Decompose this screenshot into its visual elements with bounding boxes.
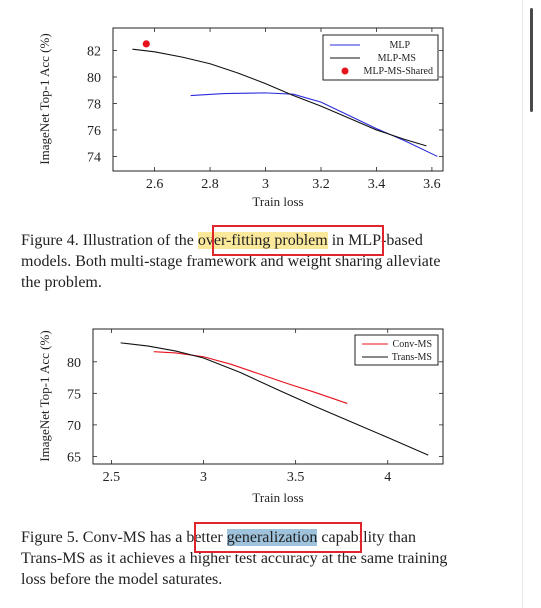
vertical-scrollbar-track[interactable] (522, 0, 541, 608)
figure4-lines (132, 40, 438, 157)
figure4-xticks: 2.6 2.8 3 3.2 3.4 3.6 (146, 28, 441, 192)
y-tick-label: 82 (87, 45, 101, 60)
caption-text: Figure 4. Illustration of the (21, 232, 198, 249)
figure4-ylabel: ImageNet Top-1 Acc (%) (37, 33, 52, 164)
x-tick-label: 3.6 (423, 177, 441, 192)
y-tick-label: 70 (67, 419, 81, 434)
y-tick-label: 80 (67, 356, 81, 371)
figure5-yticks: 65 70 75 80 (67, 356, 443, 465)
caption-text: capability than (317, 529, 417, 546)
highlight-over-fitting: over-fitting problem (197, 232, 328, 249)
x-tick-label: 2.6 (146, 177, 164, 192)
figure5-chart: 2.5 3 3.5 4 65 70 75 80 Train loss ImageNet To… (37, 328, 444, 505)
series-line-mlp (190, 92, 438, 157)
figure5-ylabel: ImageNet Top-1 Acc (%) (37, 330, 52, 461)
annotation-box-figure4 (212, 225, 384, 256)
vertical-scrollbar-thumb[interactable] (530, 8, 533, 112)
x-tick-label: 3 (262, 177, 269, 192)
x-tick-label: 3.4 (368, 177, 386, 192)
figure4-legend: MLP MLP-MS MLP-MS-Shared (322, 34, 439, 81)
y-tick-label: 65 (67, 450, 81, 465)
y-tick-label: 75 (67, 387, 81, 402)
figure5-plot-frame (92, 328, 444, 465)
caption-text: in MLP-based (327, 232, 423, 249)
x-tick-label: 3.5 (287, 470, 305, 485)
figure4-xlabel: Train loss (252, 194, 303, 209)
legend-mlp-ms-shared-label: MLP-MS-Shared (364, 66, 433, 77)
figure4-caption: Figure 4. Illustration of the over-fitti… (21, 230, 477, 293)
series-line-trans-ms (120, 342, 429, 456)
figure4-yticks: 74 76 78 80 82 (87, 45, 443, 165)
caption-text: Figure 5. Conv-MS has a better (21, 529, 227, 546)
highlight-generalization: generalization (226, 529, 318, 546)
figure4-plot-frame (112, 27, 444, 172)
y-tick-label: 80 (87, 71, 101, 86)
figure5-xlabel: Train loss (252, 490, 303, 505)
x-tick-label: 3 (200, 470, 207, 485)
y-tick-label: 74 (87, 150, 101, 165)
x-tick-label: 4 (384, 470, 391, 485)
legend-trans-ms-label: Trans-MS (392, 352, 432, 363)
legend-mlp-ms-shared-swatch (341, 67, 349, 75)
x-tick-label: 2.5 (103, 470, 121, 485)
figure4-caption-line-1: Figure 4. Illustration of the over-fitti… (21, 230, 477, 251)
y-tick-label: 76 (87, 124, 101, 139)
series-line-mlp-ms (132, 48, 427, 147)
figure5-legend-box (354, 334, 439, 366)
y-tick-label: 78 (87, 97, 101, 112)
figure4-caption-line-2: models. Both multi-stage framework and w… (21, 253, 441, 270)
legend-mlp-label: MLP (389, 40, 410, 51)
x-tick-label: 2.8 (201, 177, 219, 192)
figure5-legend: Conv-MS Trans-MS (354, 334, 439, 366)
legend-conv-ms-label: Conv-MS (393, 339, 432, 350)
annotation-box-figure5 (194, 522, 362, 553)
figure5-xticks: 2.5 3 3.5 4 (103, 329, 391, 485)
x-tick-label: 3.2 (312, 177, 330, 192)
series-line-conv-ms (153, 351, 348, 404)
figure5-caption-line-1: Figure 5. Conv-MS has a better generaliz… (21, 527, 477, 548)
figure5-lines (120, 342, 429, 456)
legend-mlp-ms-label: MLP-MS (378, 53, 416, 64)
data-point-mlp-ms-shared (142, 40, 150, 48)
figure5-caption-line-3: loss before the model saturates. (21, 571, 223, 588)
figure4-chart: 2.6 2.8 3 3.2 3.4 3.6 74 76 78 80 82 Train loss I… (37, 27, 444, 209)
figure5-caption: Figure 5. Conv-MS has a better generaliz… (21, 527, 477, 590)
figure4-caption-line-3: the problem. (21, 274, 102, 291)
figure5-caption-line-2: Trans-MS as it achieves a higher test ac… (21, 550, 448, 567)
